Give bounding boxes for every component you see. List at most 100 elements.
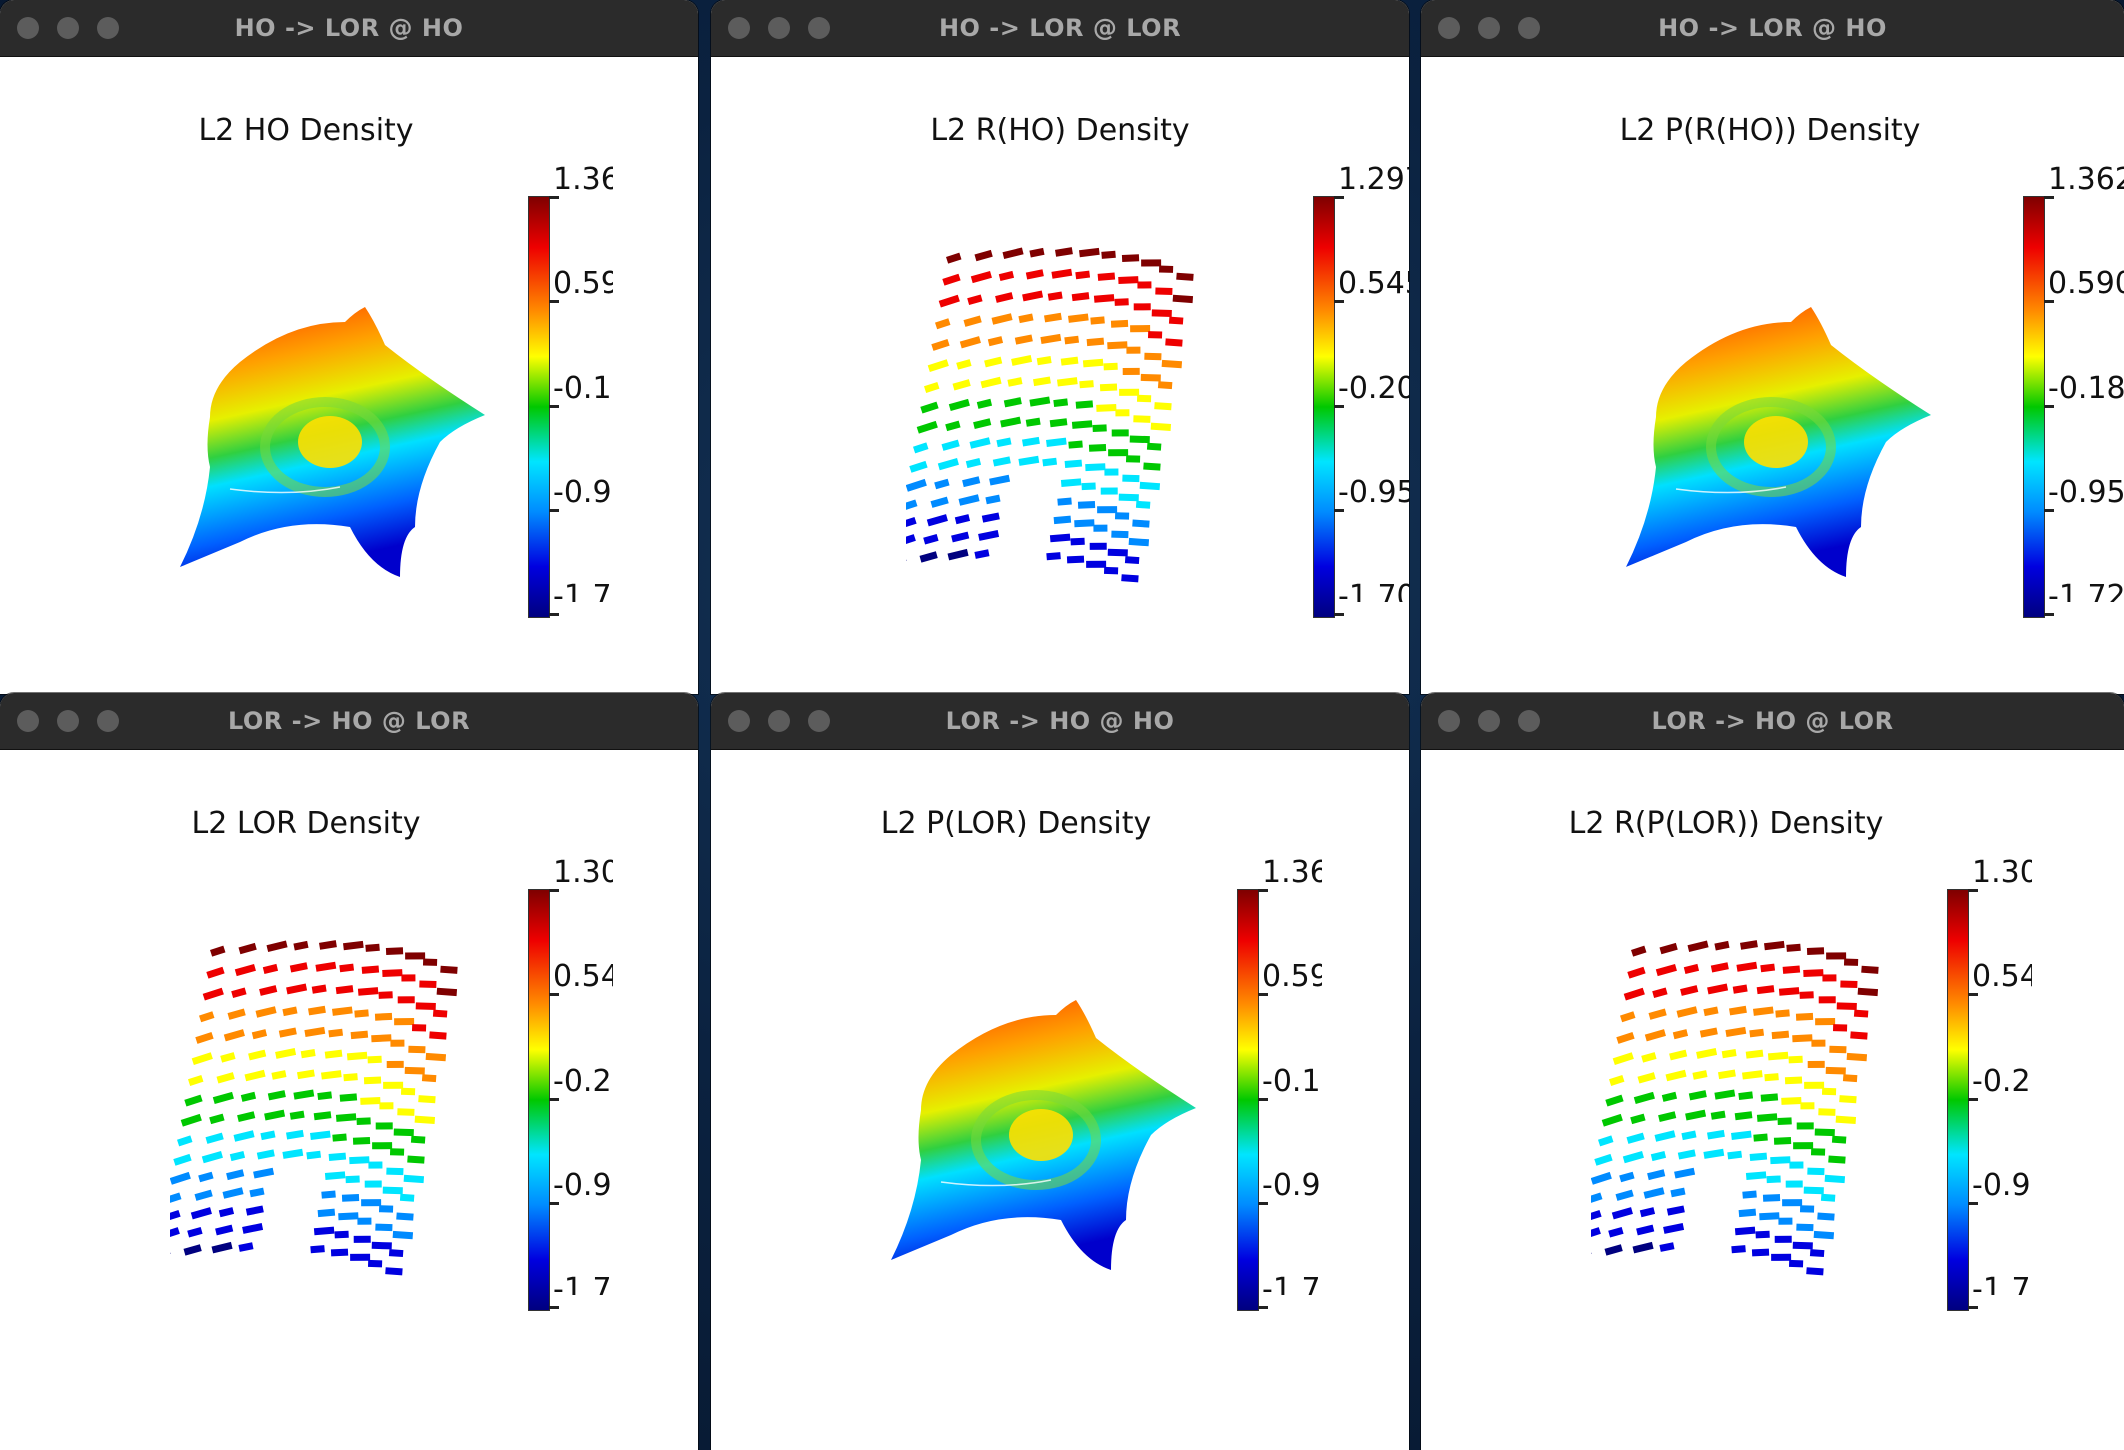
zoom-button[interactable] — [97, 17, 119, 39]
surface-patch — [1141, 259, 1162, 267]
surface-patch — [1086, 337, 1105, 347]
window-titlebar[interactable]: HO -> LOR @ HO — [0, 0, 698, 57]
surface-patch — [1786, 943, 1801, 952]
window-titlebar[interactable]: HO -> LOR @ LOR — [711, 0, 1409, 57]
surface-patch — [345, 1175, 360, 1184]
surface-patch — [1611, 1207, 1633, 1220]
surface-patch — [1736, 961, 1758, 972]
surface-patch — [321, 1190, 336, 1199]
close-button[interactable] — [17, 710, 39, 732]
surface-plot — [1576, 920, 1931, 1360]
surface-patch — [1749, 1152, 1768, 1161]
surface-patch — [1099, 383, 1118, 392]
surface-patch — [1133, 303, 1151, 311]
surface-patch — [183, 1244, 202, 1256]
surface-patch — [962, 476, 981, 488]
surface-patch — [970, 270, 992, 284]
surface-patch — [924, 381, 940, 393]
surface-patch — [1018, 455, 1040, 466]
close-button[interactable] — [728, 17, 750, 39]
surface-patch — [1714, 1089, 1736, 1100]
surface-patch — [1122, 474, 1140, 483]
surface-patch — [1018, 313, 1034, 324]
surface-patch — [1738, 1091, 1754, 1101]
window-titlebar[interactable]: HO -> LOR @ HO — [1421, 0, 2124, 57]
surface-patch — [1637, 1072, 1656, 1084]
plot-canvas[interactable]: L2 HO Density — [0, 57, 698, 694]
plot-canvas[interactable]: L2 LOR Density 1.302 0.548 -0.205 -0.959… — [0, 750, 698, 1450]
plot-window-1[interactable]: HO -> LOR @ HO L2 HO Density — [0, 0, 698, 694]
surface-patch — [1813, 1230, 1835, 1240]
close-button[interactable] — [17, 17, 39, 39]
surface-patch — [1033, 376, 1051, 387]
zoom-button[interactable] — [1518, 17, 1540, 39]
zoom-button[interactable] — [808, 17, 830, 39]
surface-patch — [313, 1111, 332, 1121]
minimize-button[interactable] — [768, 17, 790, 39]
window-titlebar[interactable]: LOR -> HO @ HO — [711, 693, 1409, 750]
plot-canvas[interactable]: L2 R(P(LOR)) Density 1.302 0.548 -0.205 … — [1421, 750, 2124, 1450]
surface-patch — [354, 1009, 369, 1018]
surface-patch — [397, 1108, 415, 1116]
surface-patch — [1146, 442, 1162, 451]
surface-patch — [1137, 281, 1152, 289]
surface-patch — [1796, 1223, 1814, 1232]
surface-patch — [1053, 398, 1069, 408]
close-button[interactable] — [728, 710, 750, 732]
colorbar-tick — [2044, 300, 2054, 303]
surface-patch — [1814, 1128, 1835, 1137]
surface-patch — [1097, 272, 1116, 281]
plot-canvas[interactable]: L2 R(HO) Density 1.297 0.545 -0.207 -0.9… — [711, 57, 1409, 694]
close-button[interactable] — [1438, 710, 1460, 732]
plot-canvas[interactable]: L2 P(LOR) Density — [711, 750, 1409, 1450]
surface-patch — [969, 437, 991, 449]
surface-patch — [1731, 1245, 1746, 1254]
surface-patch — [1803, 969, 1824, 977]
plot-window-5[interactable]: LOR -> HO @ HO L2 P(LOR) Density — [711, 693, 1409, 1450]
surface-patch — [1696, 1048, 1718, 1059]
surface-patch — [1615, 1189, 1634, 1201]
surface-patch — [1633, 1091, 1655, 1105]
colorbar-tick — [549, 889, 559, 892]
colorbar-label: 1.367 — [1262, 855, 1322, 890]
plot-window-4[interactable]: LOR -> HO @ LOR L2 LOR Density 1.302 0.5… — [0, 693, 698, 1450]
surface-patch — [1104, 468, 1119, 476]
zoom-button[interactable] — [97, 710, 119, 732]
colorbar-label: -0.959 — [553, 1168, 613, 1203]
zoom-button[interactable] — [808, 710, 830, 732]
minimize-button[interactable] — [57, 17, 79, 39]
minimize-button[interactable] — [1478, 710, 1500, 732]
surface-patch — [1680, 985, 1699, 996]
colorbar-tick — [1968, 1098, 1978, 1101]
minimize-button[interactable] — [57, 710, 79, 732]
surface-patch — [1778, 1217, 1793, 1225]
surface-patch — [967, 294, 983, 306]
colorbar-label: 0.545 — [1338, 266, 1409, 301]
plot-window-2[interactable]: HO -> LOR @ LOR L2 R(HO) Density 1.297 0… — [711, 0, 1409, 694]
colorbar-tick — [1968, 1202, 1978, 1205]
surface-patch — [1604, 1244, 1623, 1256]
zoom-button[interactable] — [1518, 710, 1540, 732]
surface-patch — [289, 962, 308, 973]
surface-patch — [1782, 965, 1801, 974]
surface-patch — [1825, 1066, 1846, 1075]
close-button[interactable] — [1438, 17, 1460, 39]
plot-window-6[interactable]: LOR -> HO @ LOR L2 R(P(LOR)) Density 1.3… — [1421, 693, 2124, 1450]
plot-window-3[interactable]: HO -> LOR @ HO L2 P(R(HO)) Density — [1421, 0, 2124, 694]
minimize-button[interactable] — [768, 710, 790, 732]
surface-patch — [275, 1048, 297, 1059]
surface-patch — [1818, 996, 1836, 1004]
surface-patch — [1774, 1235, 1792, 1243]
surface-patch — [378, 1205, 394, 1213]
plot-canvas[interactable]: L2 P(R(HO)) Density — [1421, 57, 2124, 694]
surface-patch — [1681, 1130, 1697, 1141]
surface-patch — [256, 1149, 275, 1160]
minimize-button[interactable] — [1478, 17, 1500, 39]
window-titlebar[interactable]: LOR -> HO @ LOR — [0, 693, 698, 750]
window-titlebar[interactable]: LOR -> HO @ LOR — [1421, 693, 2124, 750]
surface-patch — [356, 1117, 371, 1125]
surface-patch — [1158, 265, 1174, 273]
surface-patch — [1753, 1133, 1768, 1142]
surface-patch — [310, 1130, 331, 1140]
surface-patch — [1066, 555, 1085, 564]
